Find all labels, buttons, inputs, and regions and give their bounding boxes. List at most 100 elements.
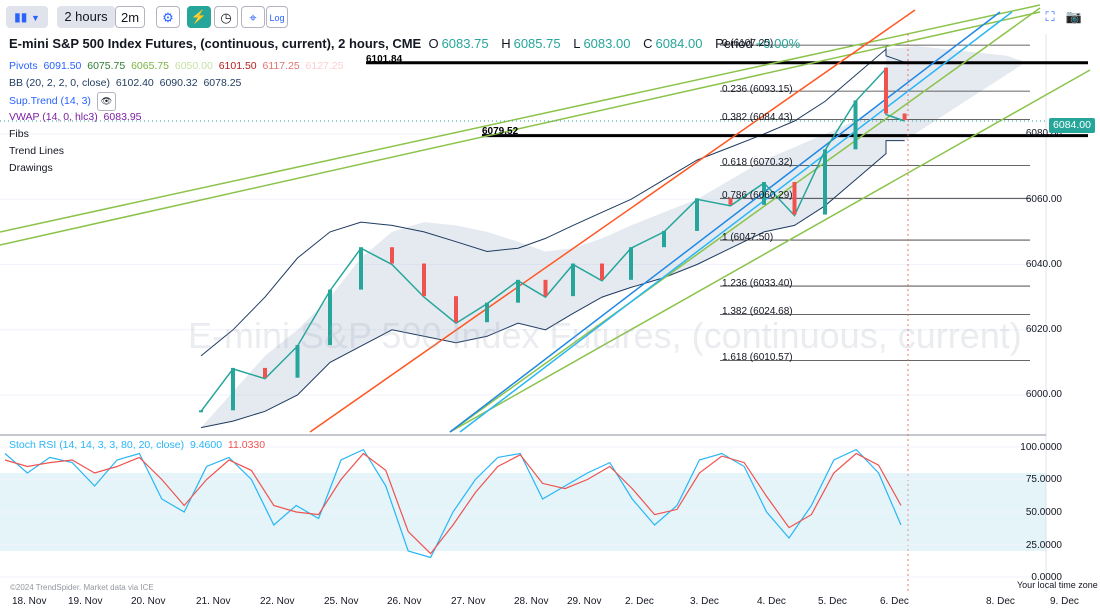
fullscreen-button[interactable]: ⛶ [1040,6,1060,28]
chart-type-button[interactable]: ▮▮ ▼ [6,6,48,28]
clock-icon: ◷ [220,10,232,25]
watermark: E-mini S&P 500 Index Futures, (continuou… [188,315,1022,356]
candles-icon: ▮▮ [14,10,28,24]
candle [328,289,332,346]
x-tick-20nov: 20. Nov [131,596,166,607]
candle [231,367,235,411]
x-tick-8dec: 8. Dec [986,596,1015,607]
fib-label-0618: 0.618 (6070.32) [722,157,793,168]
candle [454,296,458,323]
legend-bb[interactable]: BB (20, 2, 2, 0, close) 6102.40 6090.32 … [9,75,344,92]
pivots-name: Pivots [9,60,38,72]
pivots-v3: 6065.75 [131,60,170,72]
candle [600,263,604,280]
candle [695,198,699,231]
low-value: 6083.00 [583,36,631,51]
legend-supertrend[interactable]: Sup.Trend (14, 3) 👁 [9,92,344,111]
close-value: 6084.00 [655,36,703,51]
candle [516,279,520,303]
price-tick-6000: 6000.00 [1025,389,1062,400]
rsi-tick-50: 50.0000 [1025,507,1062,518]
legend-fibs[interactable]: Fibs [9,128,29,140]
fib-label-0382: 0.382 (6084.43) [722,112,793,123]
candle [728,198,733,205]
candle [390,247,394,264]
timeframe-button[interactable]: 2m [115,6,145,28]
candle [884,67,888,88]
fullscreen-icon: ⛶ [1045,9,1055,24]
candle [853,100,858,150]
last-price-tag: 6084.00 [1049,118,1095,133]
price-tick-6060: 6060.00 [1025,194,1062,205]
candle [902,113,907,120]
candle [359,247,363,290]
rsi-tick-0: 0.0000 [1031,572,1062,583]
x-tick-2dec: 2. Dec [625,596,654,607]
trendline-green-3 [449,7,1041,433]
eye-icon[interactable]: 👁 [96,92,117,111]
candle [823,149,827,215]
candle [485,302,489,323]
fib-label-1: 1 (6047.50) [722,232,774,243]
pulse-button[interactable]: ⚡ [187,6,211,28]
stoch-rsi-d-line [4,452,902,555]
chevron-down-icon: ▼ [30,13,40,23]
candle [792,181,797,215]
camera-button[interactable]: 📷 [1064,6,1084,28]
fib-label-1236: 1.236 (6033.40) [722,278,793,289]
high-value: 6085.75 [513,36,561,51]
log-scale-button[interactable]: Log [266,6,288,28]
hline-label-upper: 6101.84 [366,54,403,65]
fib-label-0: 0 (6107.25) [722,38,774,49]
x-tick-4dec: 4. Dec [757,596,786,607]
crosshair-button[interactable]: ⌖ [241,6,265,28]
x-tick-26nov: 26. Nov [387,596,422,607]
candle [543,279,548,297]
indicator-legend: Pivots 6091.50 6075.75 6065.75 6050.00 6… [9,58,344,177]
candle [422,263,426,297]
supertrend-name: Sup.Trend (14, 3) [9,95,91,107]
settings-button[interactable]: ⚙ [156,6,180,28]
copyright-note: ©2024 TrendSpider. Market data via ICE [10,583,154,592]
trendline-blue-1 [449,11,1001,433]
stoch-rsi-k: 9.4600 [189,439,223,451]
bollinger-upper [200,46,905,357]
timeframe-label: 2m [120,10,140,25]
clock-button[interactable]: ◷ [214,6,238,28]
pivots-v7: 6127.25 [305,60,344,72]
pivots-v6: 6117.25 [262,60,300,72]
interval-label: 2 hours [64,9,108,24]
interval-select[interactable]: 2 hours [57,6,115,28]
timezone-label[interactable]: Your local time zone [1017,580,1098,590]
trendline-green-4 [449,69,1091,433]
bb-name: BB (20, 2, 2, 0, close) [9,77,110,89]
x-tick-22nov: 22. Nov [260,596,295,607]
x-tick-9dec: 9. Dec [1050,596,1079,607]
candle [884,87,888,114]
candle [662,230,666,248]
x-tick-6dec: 6. Dec [880,596,909,607]
fib-label-0236: 0.236 (6093.15) [722,84,793,95]
gear-icon: ⚙ [162,10,174,25]
candle [295,345,300,378]
bollinger-band-area [201,46,1026,428]
candle [199,410,203,413]
legend-drawings[interactable]: Drawings [9,162,53,174]
price-tick-6020: 6020.00 [1025,324,1062,335]
x-tick-21nov: 21. Nov [196,596,231,607]
rsi-tick-100: 100.0000 [1020,442,1062,453]
rsi-tick-25: 25.0000 [1025,540,1062,551]
legend-vwap[interactable]: VWAP (14, 0, hlc3) 6083.95 [9,109,344,126]
stoch-rsi-legend[interactable]: Stoch RSI (14, 14, 3, 3, 80, 20, close) … [9,439,265,451]
pivots-v5: 6101.50 [218,60,257,72]
vwap-name: VWAP (14, 0, hlc3) [9,111,98,123]
legend-pivots[interactable]: Pivots 6091.50 6075.75 6065.75 6050.00 6… [9,58,344,75]
stoch-rsi-name: Stoch RSI (14, 14, 3, 3, 80, 20, close) [9,439,185,451]
x-tick-28nov: 28. Nov [514,596,549,607]
trendline-green-2 [0,11,1041,246]
legend-trendlines[interactable]: Trend Lines [9,145,65,157]
price-tick-6040: 6040.00 [1025,259,1062,270]
bb-v1: 6102.40 [115,77,154,89]
log-label: Log [269,13,285,23]
